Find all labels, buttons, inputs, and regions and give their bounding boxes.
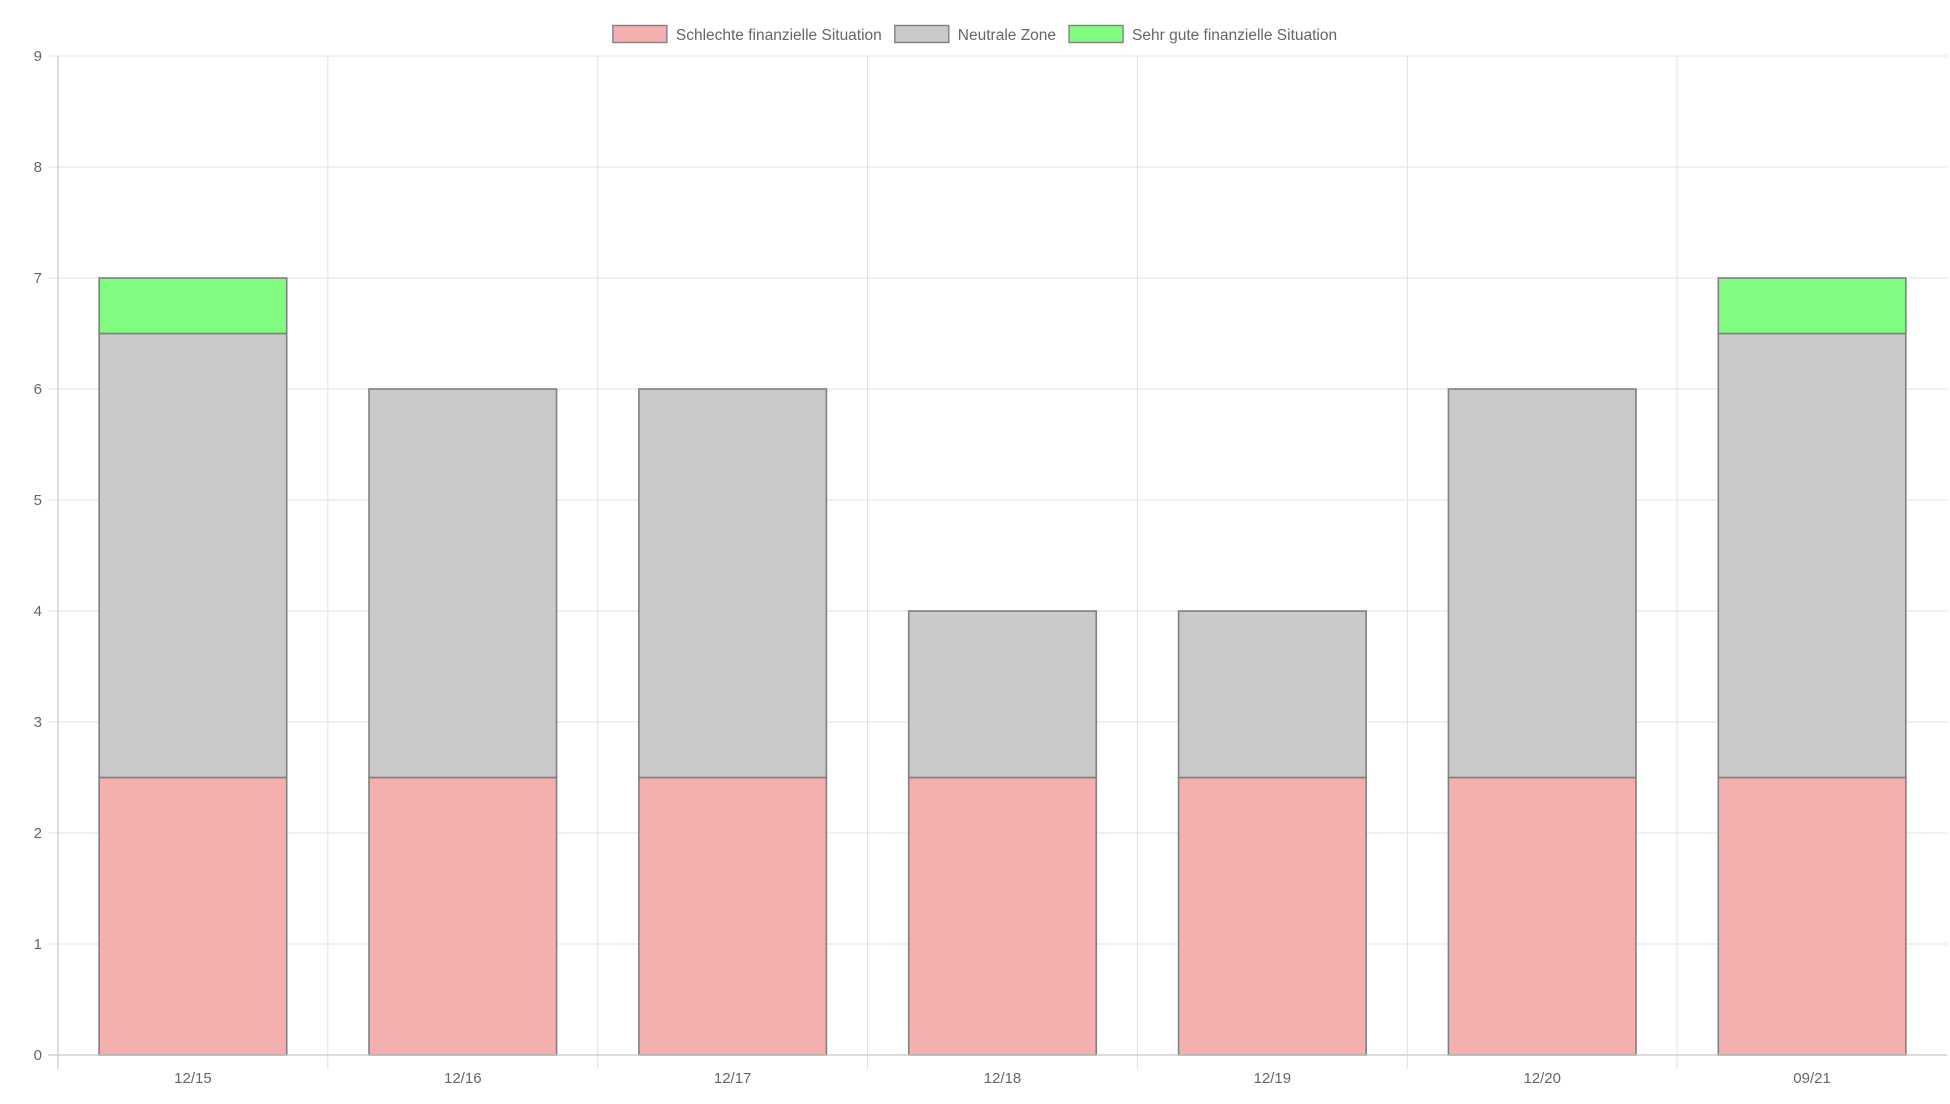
legend-swatch — [612, 24, 668, 44]
legend-swatch — [1068, 24, 1124, 44]
y-tick-label: 7 — [34, 270, 42, 287]
bar-segment-neutral[interactable] — [368, 388, 558, 779]
bar-segment-neutral[interactable] — [1177, 610, 1367, 779]
y-tick-label: 0 — [34, 1047, 42, 1064]
y-tick-label: 8 — [34, 159, 42, 176]
x-tick-label: 09/21 — [1793, 1070, 1831, 1087]
x-tick-label: 12/20 — [1523, 1070, 1561, 1087]
bar-segment-neutral[interactable] — [907, 610, 1098, 779]
y-tick-label: 2 — [34, 825, 42, 842]
bar-segment-neutral[interactable] — [638, 388, 828, 779]
y-tick-label: 4 — [34, 603, 42, 620]
bar-segment-bad[interactable] — [98, 776, 288, 1056]
legend: Schlechte finanzielle Situation Neutrale … — [612, 24, 1337, 45]
bar-segment-bad[interactable] — [1447, 776, 1637, 1056]
legend-item-bad[interactable]: Schlechte finanzielle Situation — [612, 24, 882, 45]
legend-label: Schlechte finanzielle Situation — [676, 27, 882, 44]
bars — [98, 277, 1907, 1056]
y-tick-label: 5 — [34, 492, 42, 509]
legend-item-neutral[interactable]: Neutrale Zone — [894, 24, 1056, 45]
bar-segment-neutral[interactable] — [1447, 388, 1637, 779]
legend-label: Sehr gute finanzielle Situation — [1132, 27, 1337, 44]
x-tick-label: 12/19 — [1254, 1070, 1292, 1087]
grid — [48, 55, 1947, 1069]
bar-segment-bad[interactable] — [368, 776, 558, 1056]
y-tick-label: 9 — [34, 48, 42, 65]
x-tick-label: 12/17 — [714, 1070, 752, 1087]
bar-segment-bad[interactable] — [907, 776, 1098, 1056]
bar-segment-bad[interactable] — [1177, 776, 1367, 1056]
axes: 0 1 2 3 4 5 6 7 8 9 12/15 12/16 12/17 12/18 12/19 12/20… — [34, 48, 1947, 1087]
bar-segment-bad[interactable] — [638, 776, 828, 1056]
bar-segment-neutral[interactable] — [1717, 332, 1907, 779]
y-tick-label: 3 — [34, 714, 42, 731]
x-tick-label: 12/16 — [444, 1070, 482, 1087]
bar-segment-good[interactable] — [1717, 277, 1907, 335]
bar-segment-bad[interactable] — [1717, 776, 1907, 1056]
y-tick-label: 1 — [34, 936, 42, 953]
legend-swatch — [894, 24, 950, 44]
legend-label: Neutrale Zone — [958, 27, 1056, 44]
x-tick-label: 12/18 — [984, 1070, 1022, 1087]
bar-segment-neutral[interactable] — [98, 332, 288, 779]
bar-segment-good[interactable] — [98, 277, 288, 335]
y-tick-label: 6 — [34, 381, 42, 398]
x-tick-label: 12/15 — [174, 1070, 212, 1087]
legend-item-good[interactable]: Sehr gute finanzielle Situation — [1068, 24, 1337, 45]
